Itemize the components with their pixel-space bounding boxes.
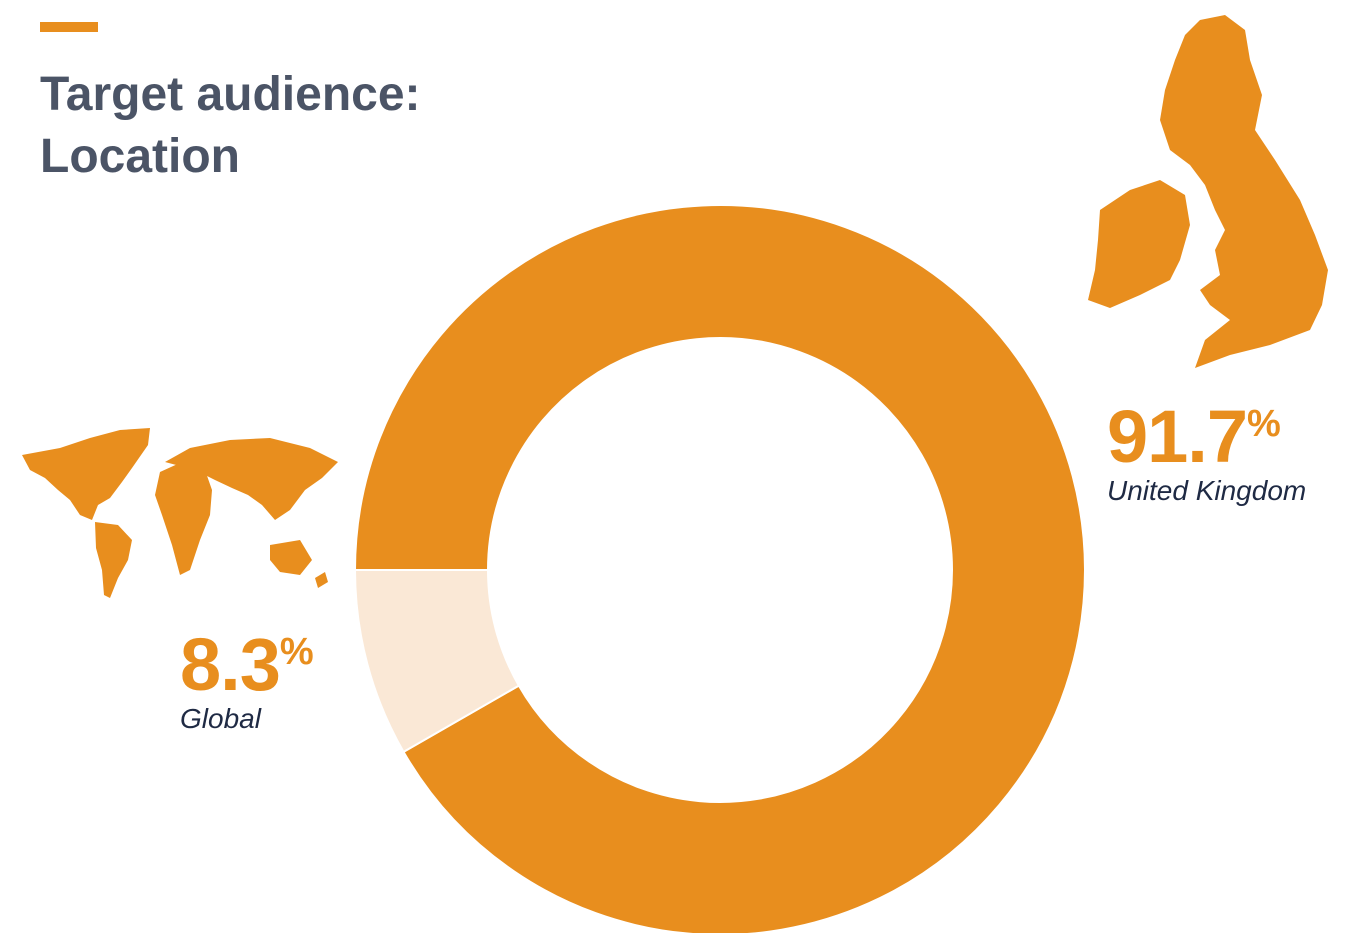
world-map-icon bbox=[22, 428, 338, 598]
category-label: Global bbox=[180, 703, 262, 734]
category-label: United Kingdom bbox=[1107, 475, 1306, 506]
value-label: 8.3% bbox=[180, 623, 313, 706]
accent-bar bbox=[40, 22, 98, 32]
chart-title: Target audience: Location bbox=[40, 68, 421, 183]
value-label: 91.7% bbox=[1107, 395, 1280, 478]
donut-slice bbox=[353, 569, 521, 754]
donut-slice bbox=[353, 204, 1086, 933]
uk-map-icon bbox=[1088, 15, 1328, 368]
